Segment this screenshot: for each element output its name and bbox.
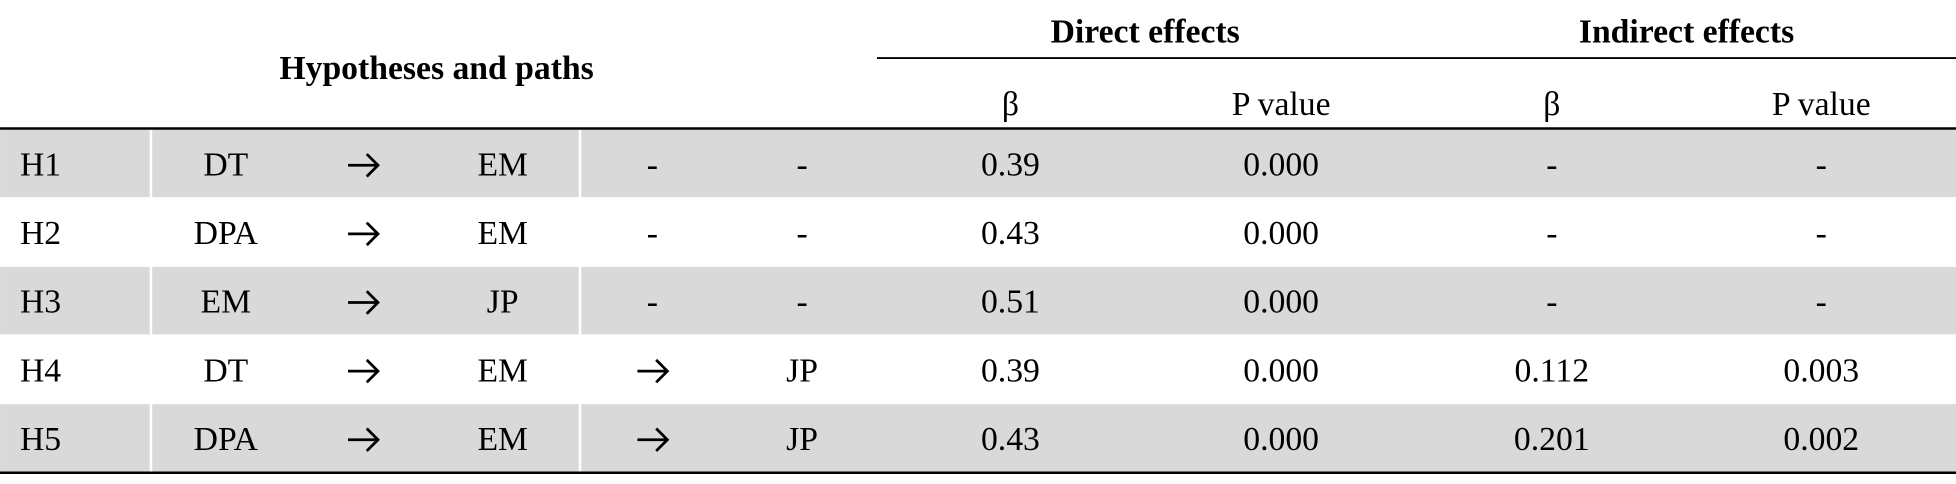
row-shade xyxy=(0,129,1956,198)
indirect-cell: - xyxy=(1546,215,1557,252)
indirect-cell: 0.002 xyxy=(1783,421,1859,458)
hypothesis-id: H4 xyxy=(20,352,61,389)
cell-gap xyxy=(149,129,153,198)
path-node: DT xyxy=(203,352,248,389)
column-header: P value xyxy=(1232,86,1331,123)
path-node: EM xyxy=(477,215,528,252)
arrow xyxy=(348,358,380,384)
path-node: EM xyxy=(201,284,252,321)
indirect-cell: - xyxy=(1816,215,1827,252)
cell-gap xyxy=(578,404,582,472)
group-header: Hypotheses and paths xyxy=(279,50,593,87)
hypothesis-id: H3 xyxy=(20,284,61,321)
table-body: H1 DT EM - - 0.39 0.000 - - H2 DPA EM - - 0.43 0.000 - - H… xyxy=(0,129,1956,472)
arrow xyxy=(348,153,380,178)
hypothesis-id: H1 xyxy=(20,147,61,184)
column-header: β xyxy=(1002,86,1019,123)
blank-cell: - xyxy=(797,284,808,321)
indirect-cell: - xyxy=(1816,284,1827,321)
arrow xyxy=(348,427,380,452)
path-node: DPA xyxy=(194,421,259,458)
direct-cell: 0.39 xyxy=(981,147,1040,184)
direct-cell: 0.39 xyxy=(981,352,1040,389)
cell-gap xyxy=(149,404,153,472)
blank-cell: - xyxy=(797,147,808,184)
row-shade xyxy=(0,404,1956,472)
group-header: Direct effects xyxy=(1051,14,1240,51)
indirect-cell: 0.201 xyxy=(1514,421,1590,458)
path-node: DPA xyxy=(194,215,259,252)
hypothesis-id: H5 xyxy=(20,421,61,458)
path-node: JP xyxy=(786,352,818,389)
blank-cell: - xyxy=(647,215,658,252)
direct-cell: 0.000 xyxy=(1243,284,1319,321)
path-node: EM xyxy=(477,147,528,184)
path-node: JP xyxy=(487,284,519,321)
row-shade xyxy=(0,266,1956,335)
indirect-cell: 0.112 xyxy=(1515,352,1590,389)
cell-gap xyxy=(578,129,582,198)
indirect-cell: - xyxy=(1546,284,1557,321)
blank-cell: - xyxy=(797,215,808,252)
path-node: EM xyxy=(477,421,528,458)
indirect-cell: 0.003 xyxy=(1783,352,1859,389)
blank-cell: - xyxy=(647,284,658,321)
arrow xyxy=(348,221,380,247)
hypothesis-id: H2 xyxy=(20,215,61,252)
direct-cell: 0.000 xyxy=(1243,421,1319,458)
cell-gap xyxy=(578,266,582,335)
arrow xyxy=(637,427,670,452)
indirect-cell: - xyxy=(1816,147,1827,184)
direct-cell: 0.000 xyxy=(1243,352,1319,389)
path-node: EM xyxy=(477,352,528,389)
column-header: β xyxy=(1543,86,1560,123)
indirect-cell: - xyxy=(1546,147,1557,184)
direct-cell: 0.51 xyxy=(981,284,1040,321)
path-node: JP xyxy=(786,421,818,458)
direct-cell: 0.000 xyxy=(1243,215,1319,252)
direct-cell: 0.43 xyxy=(981,421,1040,458)
path-node: DT xyxy=(203,147,248,184)
blank-cell: - xyxy=(647,147,658,184)
arrow xyxy=(637,358,670,384)
group-header: Indirect effects xyxy=(1579,14,1794,51)
arrow xyxy=(348,290,380,315)
direct-cell: 0.000 xyxy=(1243,147,1319,184)
column-header: P value xyxy=(1772,86,1871,123)
direct-cell: 0.43 xyxy=(981,215,1040,252)
cell-gap xyxy=(149,266,153,335)
